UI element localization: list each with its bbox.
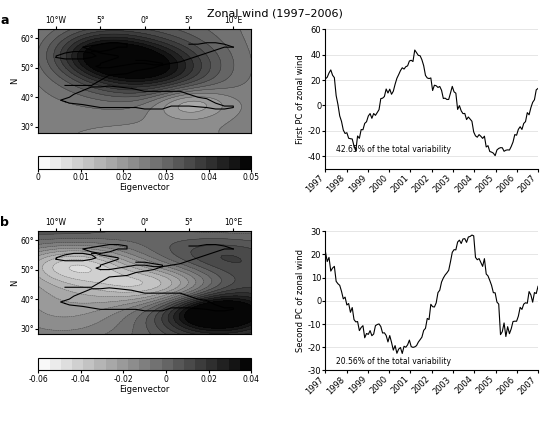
Y-axis label: N: N <box>10 280 19 286</box>
Text: Zonal wind (1997–2006): Zonal wind (1997–2006) <box>206 8 343 19</box>
Y-axis label: Second PC of zonal wind: Second PC of zonal wind <box>296 249 305 352</box>
Text: b: b <box>0 216 9 229</box>
Text: a: a <box>0 14 9 27</box>
Y-axis label: First PC of zonal wind: First PC of zonal wind <box>296 54 305 144</box>
Text: 20.56% of the total variability: 20.56% of the total variability <box>336 357 451 365</box>
Y-axis label: N: N <box>10 78 19 84</box>
X-axis label: Eigenvector: Eigenvector <box>120 385 170 394</box>
Text: 42.65% of the total variability: 42.65% of the total variability <box>336 145 451 154</box>
X-axis label: Eigenvector: Eigenvector <box>120 183 170 192</box>
